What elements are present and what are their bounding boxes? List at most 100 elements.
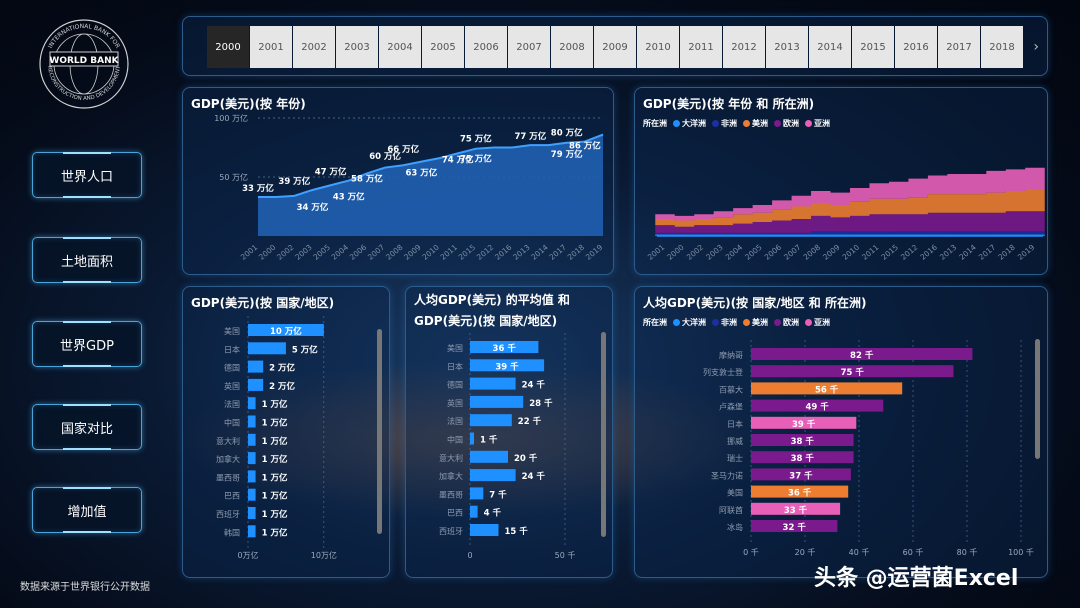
data-label: 1 千 <box>480 435 498 446</box>
bar <box>751 485 849 498</box>
year-2009[interactable]: 2009 <box>594 26 636 68</box>
nav-world-gdp-button[interactable]: 世界GDP <box>32 321 142 367</box>
category-label: 日本 <box>727 419 743 429</box>
bar <box>470 505 478 518</box>
bar <box>470 414 512 427</box>
data-label: 39 千 <box>495 361 519 372</box>
category-label: 韩国 <box>224 527 240 537</box>
x-tick-label: 2011 <box>439 242 460 261</box>
year-2013[interactable]: 2013 <box>766 26 808 68</box>
bar <box>751 451 854 464</box>
legend-title: 所在洲 <box>643 119 667 128</box>
category-label: 中国 <box>224 418 240 428</box>
category-label: 英国 <box>224 381 240 391</box>
nav-value-added-button[interactable]: 增加值 <box>32 487 142 533</box>
y-tick-label: 100 万亿 <box>214 113 248 123</box>
bar <box>248 433 256 446</box>
x-tick-label: 0 千 <box>743 547 759 557</box>
panel-title: 人均GDP(美元) 的平均值 和 GDP(美元)(按 国家/地区) <box>414 290 570 332</box>
x-tick-label: 2001 <box>239 242 260 261</box>
data-label: 47 万亿 <box>315 167 347 178</box>
category-label: 加拿大 <box>216 454 240 464</box>
year-2015[interactable]: 2015 <box>852 26 894 68</box>
legend-item: 美洲 <box>743 317 768 328</box>
per-capita-continent-panel: 人均GDP(美元)(按 国家/地区 和 所在洲) 所在洲 大洋洲 非洲 美洲 欧洲 亚洲 … <box>634 286 1048 578</box>
category-label: 美国 <box>447 343 463 353</box>
x-tick-label: 2016 <box>919 242 940 261</box>
bar <box>248 488 256 501</box>
year-2003[interactable]: 2003 <box>336 26 378 68</box>
bar <box>248 470 256 483</box>
year-2016[interactable]: 2016 <box>895 26 937 68</box>
year-2014[interactable]: 2014 <box>809 26 851 68</box>
bar <box>248 452 256 465</box>
x-tick-label: 2009 <box>402 242 423 261</box>
scrollbar[interactable] <box>377 329 382 534</box>
data-label: 20 千 <box>514 453 538 464</box>
bar <box>470 432 474 445</box>
x-tick-label: 2002 <box>685 242 706 261</box>
x-tick-label: 2005 <box>312 242 333 261</box>
nav-country-compare-button[interactable]: 国家对比 <box>32 404 142 450</box>
x-tick-label: 2016 <box>493 242 514 261</box>
year-2006[interactable]: 2006 <box>465 26 507 68</box>
panel-title-line2: GDP(美元)(按 国家/地区) <box>414 314 558 328</box>
year-2008[interactable]: 2008 <box>551 26 593 68</box>
bar <box>470 524 499 536</box>
category-label: 德国 <box>224 363 240 373</box>
bar <box>751 365 954 378</box>
svg-text:RECONSTRUCTION AND DEVELOPMENT: RECONSTRUCTION AND DEVELOPMENT <box>46 65 122 102</box>
data-label: 66 万亿 <box>387 144 419 155</box>
x-tick-label: 50 千 <box>555 550 576 560</box>
bar <box>751 502 841 515</box>
year-2001[interactable]: 2001 <box>250 26 292 68</box>
legend-item: 大洋洲 <box>673 118 706 129</box>
data-label: 75 万亿 <box>460 154 492 165</box>
x-tick-label: 2008 <box>384 242 405 261</box>
category-label: 西班牙 <box>439 526 463 536</box>
scrollbar[interactable] <box>601 332 606 537</box>
continent-legend: 所在洲 大洋洲 非洲 美洲 欧洲 亚洲 <box>643 118 830 129</box>
nav-world-population-button[interactable]: 世界人口 <box>32 152 142 198</box>
data-label: 56 千 <box>815 384 839 395</box>
scrollbar[interactable] <box>1035 339 1040 459</box>
year-2010[interactable]: 2010 <box>637 26 679 68</box>
x-tick-label: 0万亿 <box>237 550 258 560</box>
x-tick-label: 2015 <box>457 242 478 261</box>
data-label: 37 千 <box>789 470 813 481</box>
year-2018[interactable]: 2018 <box>981 26 1023 68</box>
data-label: 77 万亿 <box>514 131 546 142</box>
year-2000[interactable]: 2000 <box>207 26 249 68</box>
legend-item: 非洲 <box>712 118 737 129</box>
x-tick-label: 2019 <box>584 242 605 261</box>
data-label: 75 千 <box>841 367 865 378</box>
year-2004[interactable]: 2004 <box>379 26 421 68</box>
year-2017[interactable]: 2017 <box>938 26 980 68</box>
x-tick-label: 2018 <box>996 242 1017 261</box>
chevron-right-icon[interactable]: › <box>1033 39 1039 55</box>
nav-land-area-button[interactable]: 土地面积 <box>32 237 142 283</box>
legend-item: 欧洲 <box>774 317 799 328</box>
category-label: 百慕大 <box>719 384 743 394</box>
category-label: 挪威 <box>727 436 743 446</box>
year-2012[interactable]: 2012 <box>723 26 765 68</box>
category-label: 冰岛 <box>727 522 743 532</box>
x-tick-label: 2000 <box>257 242 278 261</box>
x-tick-label: 2006 <box>763 242 784 261</box>
year-2002[interactable]: 2002 <box>293 26 335 68</box>
bar <box>470 450 508 463</box>
category-label: 圣马力诺 <box>711 470 743 480</box>
year-2007[interactable]: 2007 <box>508 26 550 68</box>
year-2011[interactable]: 2011 <box>680 26 722 68</box>
category-label: 日本 <box>224 344 240 354</box>
legend-item: 欧洲 <box>774 118 799 129</box>
bar <box>248 525 256 538</box>
year-2005[interactable]: 2005 <box>422 26 464 68</box>
x-tick-label: 60 千 <box>903 547 924 557</box>
x-tick-label: 2013 <box>511 242 532 261</box>
data-label: 58 万亿 <box>351 174 383 185</box>
x-tick-label: 2005 <box>743 242 764 261</box>
bar <box>248 360 264 373</box>
data-label: 1 万亿 <box>262 399 288 410</box>
